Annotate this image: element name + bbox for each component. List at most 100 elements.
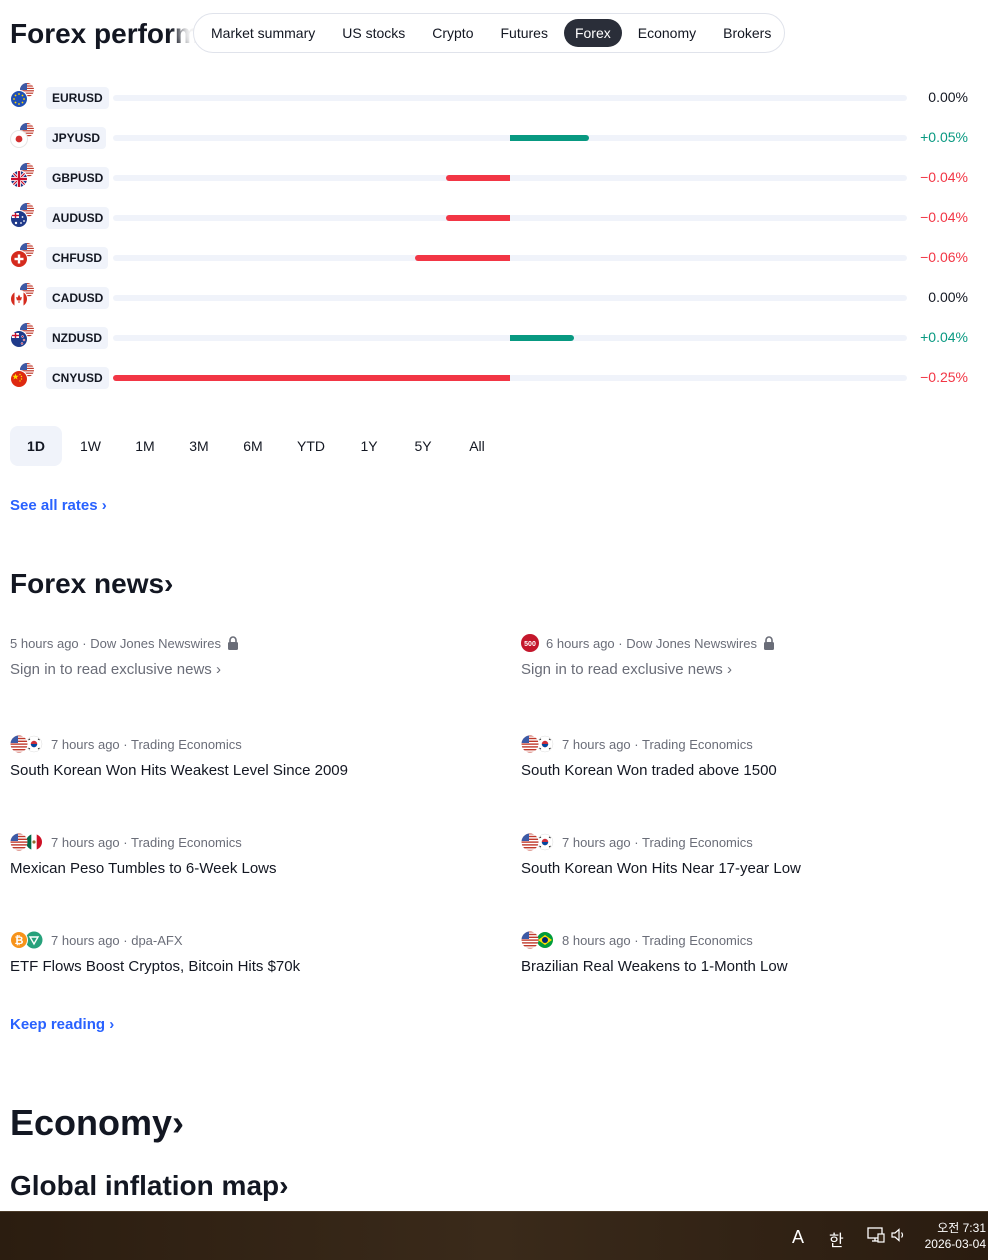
range-selector: 1D 1W 1M 3M 6M YTD 1Y 5Y All [10,426,505,466]
volume-icon[interactable] [890,1226,908,1249]
gb-flag-icon [10,162,36,188]
forex-row-chfusd[interactable]: CHFUSD −0.06% [10,242,970,272]
tab-futures[interactable]: Futures [500,25,548,41]
lock-icon [763,636,775,650]
tab-economy[interactable]: Economy [637,25,697,41]
taskbar: A 한 오전 7:31 2026-03-04 [0,1211,988,1260]
us-mx-flags-icon [10,833,44,851]
forex-symbol[interactable]: GBPUSD [46,167,110,189]
tab-us-stocks[interactable]: US stocks [342,25,406,41]
forex-change-value: 0.00% [928,89,968,105]
bitcoin-tether-icon: ₿ [10,931,44,949]
ime-korean-indicator[interactable]: 한 [829,1233,844,1250]
keep-reading-link[interactable]: Keep reading › [10,1016,115,1033]
news-item[interactable]: 5 hours ago · Dow Jones Newswires Sign i… [10,633,480,678]
forex-change-value: −0.04% [920,169,968,185]
forex-symbol[interactable]: CADUSD [46,287,110,309]
range-all[interactable]: All [469,438,485,454]
forex-symbol[interactable]: EURUSD [46,87,109,109]
forex-row-nzdusd[interactable]: NZDUSD +0.04% [10,322,970,352]
news-headline[interactable]: South Korean Won Hits Weakest Level Sinc… [10,762,348,779]
forex-change-value: −0.06% [920,249,968,265]
forex-change-value: −0.25% [920,369,968,385]
ime-english-indicator[interactable]: A [792,1227,805,1247]
performance-bar-fill [510,335,574,341]
cn-flag-icon [10,362,36,388]
performance-bar-track [113,335,907,341]
performance-bar-track [113,175,907,181]
forex-row-cadusd[interactable]: CADUSD 0.00% [10,283,970,312]
performance-bar-fill [510,135,590,141]
clock-date: 2026-03-04 [924,1237,986,1251]
range-ytd[interactable]: YTD [297,438,325,454]
performance-bar-track [113,215,907,221]
tab-forex[interactable]: Forex [563,19,622,47]
forex-row-gbpusd[interactable]: GBPUSD −0.04% [10,162,970,192]
us-kr-flags-icon [521,735,555,753]
news-headline[interactable]: South Korean Won traded above 1500 [521,762,777,779]
eu-flag-icon [10,82,36,108]
news-item[interactable]: 8 hours ago · Trading Economics Brazilia… [521,930,988,975]
news-item[interactable]: 7 hours ago · Trading Economics South Ko… [521,832,988,877]
performance-bar-track [113,295,907,301]
news-meta: 7 hours ago · Trading Economics [562,736,753,752]
news-item[interactable]: ₿ 7 hours ago · dpa-AFX ETF Flows Boost … [10,930,480,975]
news-headline[interactable]: Mexican Peso Tumbles to 6-Week Lows [10,860,277,877]
nz-flag-icon [10,322,36,348]
news-headline[interactable]: Sign in to read exclusive news › [10,661,221,678]
au-flag-icon [10,202,36,228]
us-kr-flags-icon [521,833,555,851]
news-headline[interactable]: Sign in to read exclusive news › [521,661,732,678]
news-headline[interactable]: South Korean Won Hits Near 17-year Low [521,860,801,877]
tab-crypto[interactable]: Crypto [432,25,474,41]
range-3m[interactable]: 3M [189,438,209,454]
forex-change-value: +0.04% [920,329,968,345]
network-icon[interactable] [866,1225,886,1250]
global-inflation-map-heading[interactable]: Global inflation map› [10,1170,289,1201]
performance-bar-fill [113,375,510,381]
news-headline[interactable]: ETF Flows Boost Cryptos, Bitcoin Hits $7… [10,958,301,975]
range-1d[interactable]: 1D [10,426,62,466]
us-br-flags-icon [521,931,555,949]
range-1y[interactable]: 1Y [360,438,378,454]
see-all-rates-link[interactable]: See all rates › [10,497,107,514]
performance-bar-track [113,135,907,141]
forex-symbol[interactable]: AUDUSD [46,207,110,229]
forex-row-jpyusd[interactable]: JPYUSD +0.05% [10,123,970,152]
news-item[interactable]: 7 hours ago · Trading Economics South Ko… [10,734,480,779]
news-item[interactable]: 500 6 hours ago · Dow Jones Newswires Si… [521,633,988,678]
sp500-badge-icon: 500 [521,634,539,652]
performance-bar-track [113,95,907,101]
news-meta: 5 hours ago · Dow Jones Newswires [10,635,221,651]
news-item[interactable]: 7 hours ago · Trading Economics Mexican … [10,832,480,877]
news-meta: 8 hours ago · Trading Economics [562,932,753,948]
economy-heading[interactable]: Economy› [10,1102,185,1143]
tab-brokers[interactable]: Brokers [723,25,772,41]
page-title: Forex performance [10,18,200,49]
system-clock[interactable]: 오전 7:31 2026-03-04 [925,1220,986,1252]
forex-row-eurusd[interactable]: EURUSD 0.00% [10,82,970,112]
forex-row-audusd[interactable]: AUDUSD −0.04% [10,202,970,232]
range-5y[interactable]: 5Y [414,438,432,454]
range-6m[interactable]: 6M [243,438,263,454]
svg-text:₿: ₿ [15,935,24,947]
news-headline[interactable]: Brazilian Real Weakens to 1-Month Low [521,958,788,975]
sp500-badge-label: 500 [524,641,536,648]
performance-bar-fill [414,255,510,261]
range-1w[interactable]: 1W [80,438,101,454]
performance-bar-track [113,255,907,261]
range-1m[interactable]: 1M [135,438,155,454]
performance-bar-fill [446,215,510,221]
tab-market-summary[interactable]: Market summary [211,25,316,41]
forex-row-cnyusd[interactable]: CNYUSD −0.25% [10,362,970,392]
forex-symbol[interactable]: CHFUSD [46,247,108,269]
ch-flag-icon [10,242,36,268]
forex-symbol[interactable]: CNYUSD [46,367,109,389]
forex-symbol[interactable]: NZDUSD [46,327,108,349]
performance-bar-fill [446,175,510,181]
forex-symbol[interactable]: JPYUSD [46,127,107,149]
forex-news-heading[interactable]: Forex news› [10,568,174,599]
us-kr-flags-icon [10,735,44,753]
news-item[interactable]: 7 hours ago · Trading Economics South Ko… [521,734,988,779]
news-meta: 7 hours ago · Trading Economics [51,834,242,850]
